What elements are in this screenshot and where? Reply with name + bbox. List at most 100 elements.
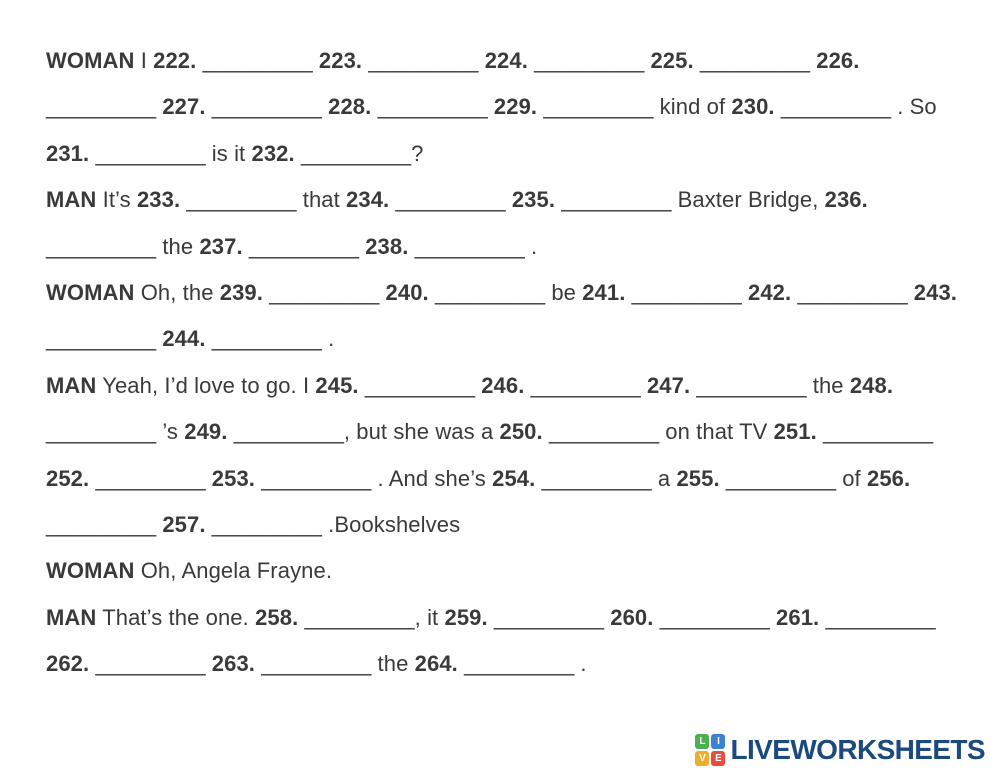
answer-blank-240[interactable]: _________ (434, 280, 546, 306)
text-bold-run: 253. (211, 465, 262, 491)
text-bold-run: 261. (776, 604, 826, 630)
answer-blank-235[interactable]: _________ (561, 187, 672, 213)
answer-blank-245[interactable]: _________ (364, 372, 475, 398)
answer-blank-248[interactable]: _________ (46, 419, 157, 445)
text-run: , it (414, 604, 445, 630)
text-bold-run: 249. (184, 419, 234, 445)
text-run: Oh, the (134, 280, 220, 306)
text-run: Baxter Bridge, (671, 187, 825, 213)
text-bold-run: 233. (136, 187, 187, 213)
worksheet-line: _________ the 237. _________ 238. ______… (46, 224, 969, 270)
answer-blank-242[interactable]: _________ (797, 280, 908, 306)
text-bold-run: WOMAN (46, 558, 135, 584)
text-run: I (134, 48, 154, 73)
answer-blank-225[interactable]: _________ (699, 48, 811, 73)
text-bold-run: 222. (153, 48, 203, 73)
answer-blank-251[interactable]: _________ (823, 419, 934, 445)
answer-blank-260[interactable]: _________ (659, 604, 770, 630)
text-bold-run: 235. (511, 187, 562, 213)
text-bold-run: 256. (866, 465, 911, 491)
text-run: That’s the one. (96, 604, 256, 630)
answer-blank-236[interactable]: _________ (46, 233, 157, 259)
text-run: . (574, 651, 587, 677)
worksheet-line: WOMAN Oh, the 239. _________ 240. ______… (46, 270, 969, 316)
text-bold-run: 250. (499, 419, 549, 445)
answer-blank-230[interactable]: _________ (780, 94, 891, 120)
worksheet-line: 262. _________ 263. _________ the 264. _… (46, 641, 969, 687)
worksheet-line: _________ 244. _________ . (46, 316, 969, 362)
text-bold-run: 225. (650, 48, 700, 73)
answer-blank-224[interactable]: _________ (534, 48, 645, 73)
answer-blank-264[interactable]: _________ (464, 651, 575, 677)
text-run: . (524, 233, 538, 259)
text-run: , but she was a (343, 419, 500, 445)
answer-blank-256[interactable]: _________ (46, 512, 157, 538)
answer-blank-250[interactable]: _________ (548, 419, 660, 445)
text-run: It’s (96, 187, 137, 213)
text-run: that (296, 187, 347, 213)
answer-blank-257[interactable]: _________ (211, 512, 322, 538)
answer-blank-231[interactable]: _________ (95, 140, 206, 166)
answer-blank-261[interactable]: _________ (825, 604, 936, 630)
worksheet-line: 252. _________ 253. _________ . And she’… (46, 456, 969, 502)
answer-blank-238[interactable]: _________ (414, 233, 525, 259)
text-run: . So (890, 94, 937, 120)
answer-blank-259[interactable]: _________ (493, 604, 605, 630)
text-bold-run: 228. (328, 94, 378, 120)
answer-blank-237[interactable]: _________ (248, 233, 359, 259)
answer-blank-232[interactable]: _________ (300, 140, 412, 166)
text-run: the (371, 651, 415, 677)
text-bold-run: MAN (46, 372, 97, 398)
text-bold-run: MAN (46, 187, 97, 213)
text-bold-run: 224. (484, 48, 535, 73)
answer-blank-246[interactable]: _________ (530, 372, 641, 398)
answer-blank-244[interactable]: _________ (211, 326, 322, 352)
answer-blank-255[interactable]: _________ (725, 465, 836, 491)
answer-blank-233[interactable]: _________ (186, 187, 297, 213)
answer-blank-262[interactable]: _________ (95, 651, 206, 677)
worksheet-line: WOMAN I 222. _________ 223. _________ 22… (46, 38, 969, 84)
answer-blank-241[interactable]: _________ (631, 280, 742, 306)
worksheet: WOMAN I 222. _________ 223. _________ 22… (46, 38, 969, 688)
worksheet-line: MAN That’s the one. 258. _________, it 2… (46, 595, 969, 641)
answer-blank-226[interactable]: _________ (46, 94, 157, 120)
text-run: the (806, 372, 850, 398)
answer-blank-227[interactable]: _________ (211, 94, 322, 120)
logo-tile-e: E (711, 751, 726, 766)
text-run: Oh, Angela Frayne. (134, 558, 333, 584)
answer-blank-249[interactable]: _________ (233, 419, 344, 445)
answer-blank-234[interactable]: _________ (395, 187, 506, 213)
answer-blank-239[interactable]: _________ (269, 280, 380, 306)
text-bold-run: MAN (46, 604, 97, 630)
answer-blank-254[interactable]: _________ (541, 465, 652, 491)
text-bold-run: 254. (492, 465, 542, 491)
answer-blank-263[interactable]: _________ (261, 651, 372, 677)
answer-blank-223[interactable]: _________ (368, 48, 479, 73)
worksheet-line: _________ 227. _________ 228. _________ … (46, 84, 969, 130)
answer-blank-228[interactable]: _________ (377, 94, 488, 120)
answer-blank-243[interactable]: _________ (46, 326, 157, 352)
text-run: of (836, 465, 867, 491)
answer-blank-253[interactable]: _________ (261, 465, 372, 491)
text-bold-run: 251. (773, 419, 824, 445)
text-run: Yeah, I’d love to go. I (96, 372, 316, 398)
answer-blank-247[interactable]: _________ (696, 372, 807, 398)
text-bold-run: 230. (731, 94, 781, 120)
text-bold-run: 240. (385, 280, 435, 306)
text-bold-run: 232. (251, 140, 301, 166)
worksheet-line: _________ ’s 249. _________, but she was… (46, 409, 969, 455)
text-bold-run: 239. (219, 280, 270, 306)
answer-blank-252[interactable]: _________ (95, 465, 206, 491)
text-bold-run: WOMAN (46, 280, 135, 306)
text-bold-run: 252. (46, 465, 96, 491)
text-bold-run: 244. (162, 326, 212, 352)
answer-blank-229[interactable]: _________ (543, 94, 654, 120)
text-bold-run: 262. (46, 651, 96, 677)
text-bold-run: 260. (610, 604, 660, 630)
text-run: ’s (156, 419, 185, 445)
text-bold-run: 258. (255, 604, 305, 630)
answer-blank-222[interactable]: _________ (202, 48, 313, 73)
answer-blank-258[interactable]: _________ (304, 604, 415, 630)
